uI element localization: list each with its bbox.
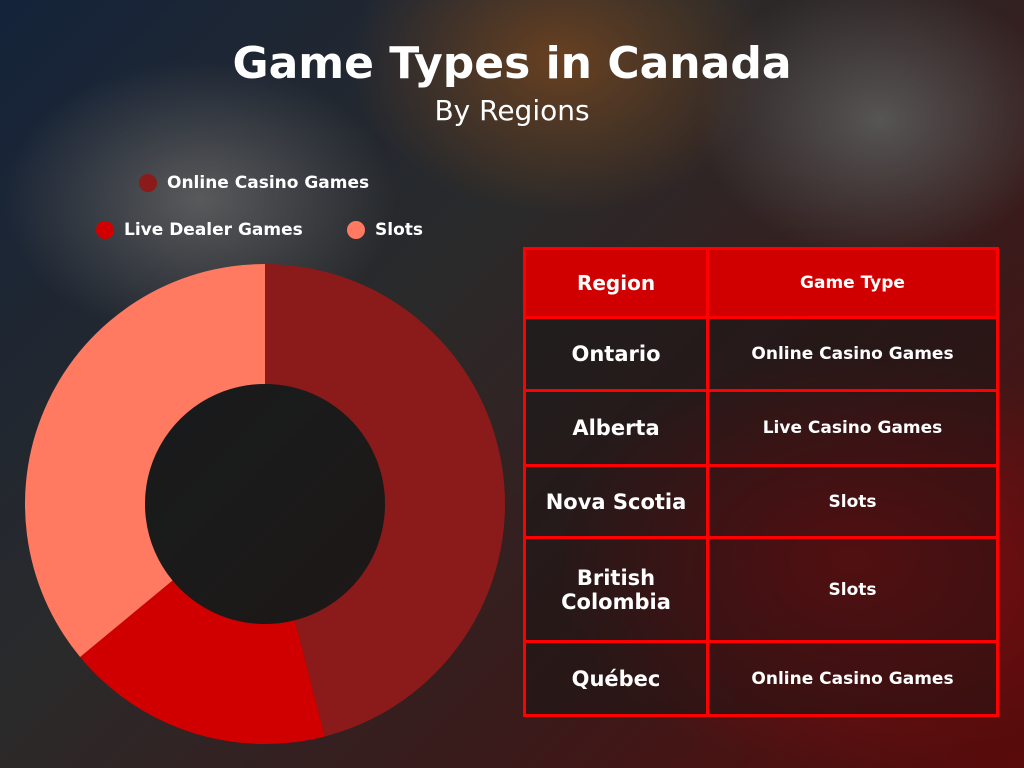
legend-swatch [139, 174, 157, 192]
table-row: Nova Scotia Slots [523, 464, 999, 539]
table-header-row: Region Game Type [523, 247, 999, 319]
legend-item-slots: Slots [347, 220, 423, 240]
donut-slice-slots [24, 264, 266, 657]
region-cell: British Colombia [523, 536, 709, 643]
game-type-cell: Slots [706, 464, 999, 539]
legend-item-live-dealer: Live Dealer Games [96, 220, 303, 240]
table-row: British Colombia Slots [523, 536, 999, 643]
region-cell: Nova Scotia [523, 464, 709, 539]
column-header-game-type: Game Type [706, 247, 999, 319]
table-row: Ontario Online Casino Games [523, 316, 999, 392]
donut-slice-online-casino-games [265, 264, 506, 737]
legend-label: Slots [375, 220, 423, 240]
game-type-cell: Online Casino Games [706, 316, 999, 392]
region-table: Region Game Type Ontario Online Casino Ga… [523, 247, 999, 717]
donut-chart [24, 264, 506, 744]
legend-label: Live Dealer Games [124, 220, 303, 240]
game-type-cell: Live Casino Games [706, 389, 999, 467]
region-cell: Ontario [523, 316, 709, 392]
chart-subtitle: By Regions [434, 94, 590, 127]
table-row: Québec Online Casino Games [523, 640, 999, 717]
game-type-cell: Slots [706, 536, 999, 643]
column-header-region: Region [523, 247, 709, 319]
chart-title: Game Types in Canada [232, 38, 792, 89]
legend-label: Online Casino Games [167, 173, 370, 193]
table-row: Alberta Live Casino Games [523, 389, 999, 467]
donut-slice-live-dealer-games [80, 580, 325, 744]
game-type-cell: Online Casino Games [706, 640, 999, 717]
donut-hole [145, 384, 385, 624]
region-cell: Québec [523, 640, 709, 717]
legend-swatch [96, 221, 114, 239]
legend-item-online-casino: Online Casino Games [139, 173, 369, 193]
region-cell: Alberta [523, 389, 709, 467]
legend-swatch [347, 221, 365, 239]
